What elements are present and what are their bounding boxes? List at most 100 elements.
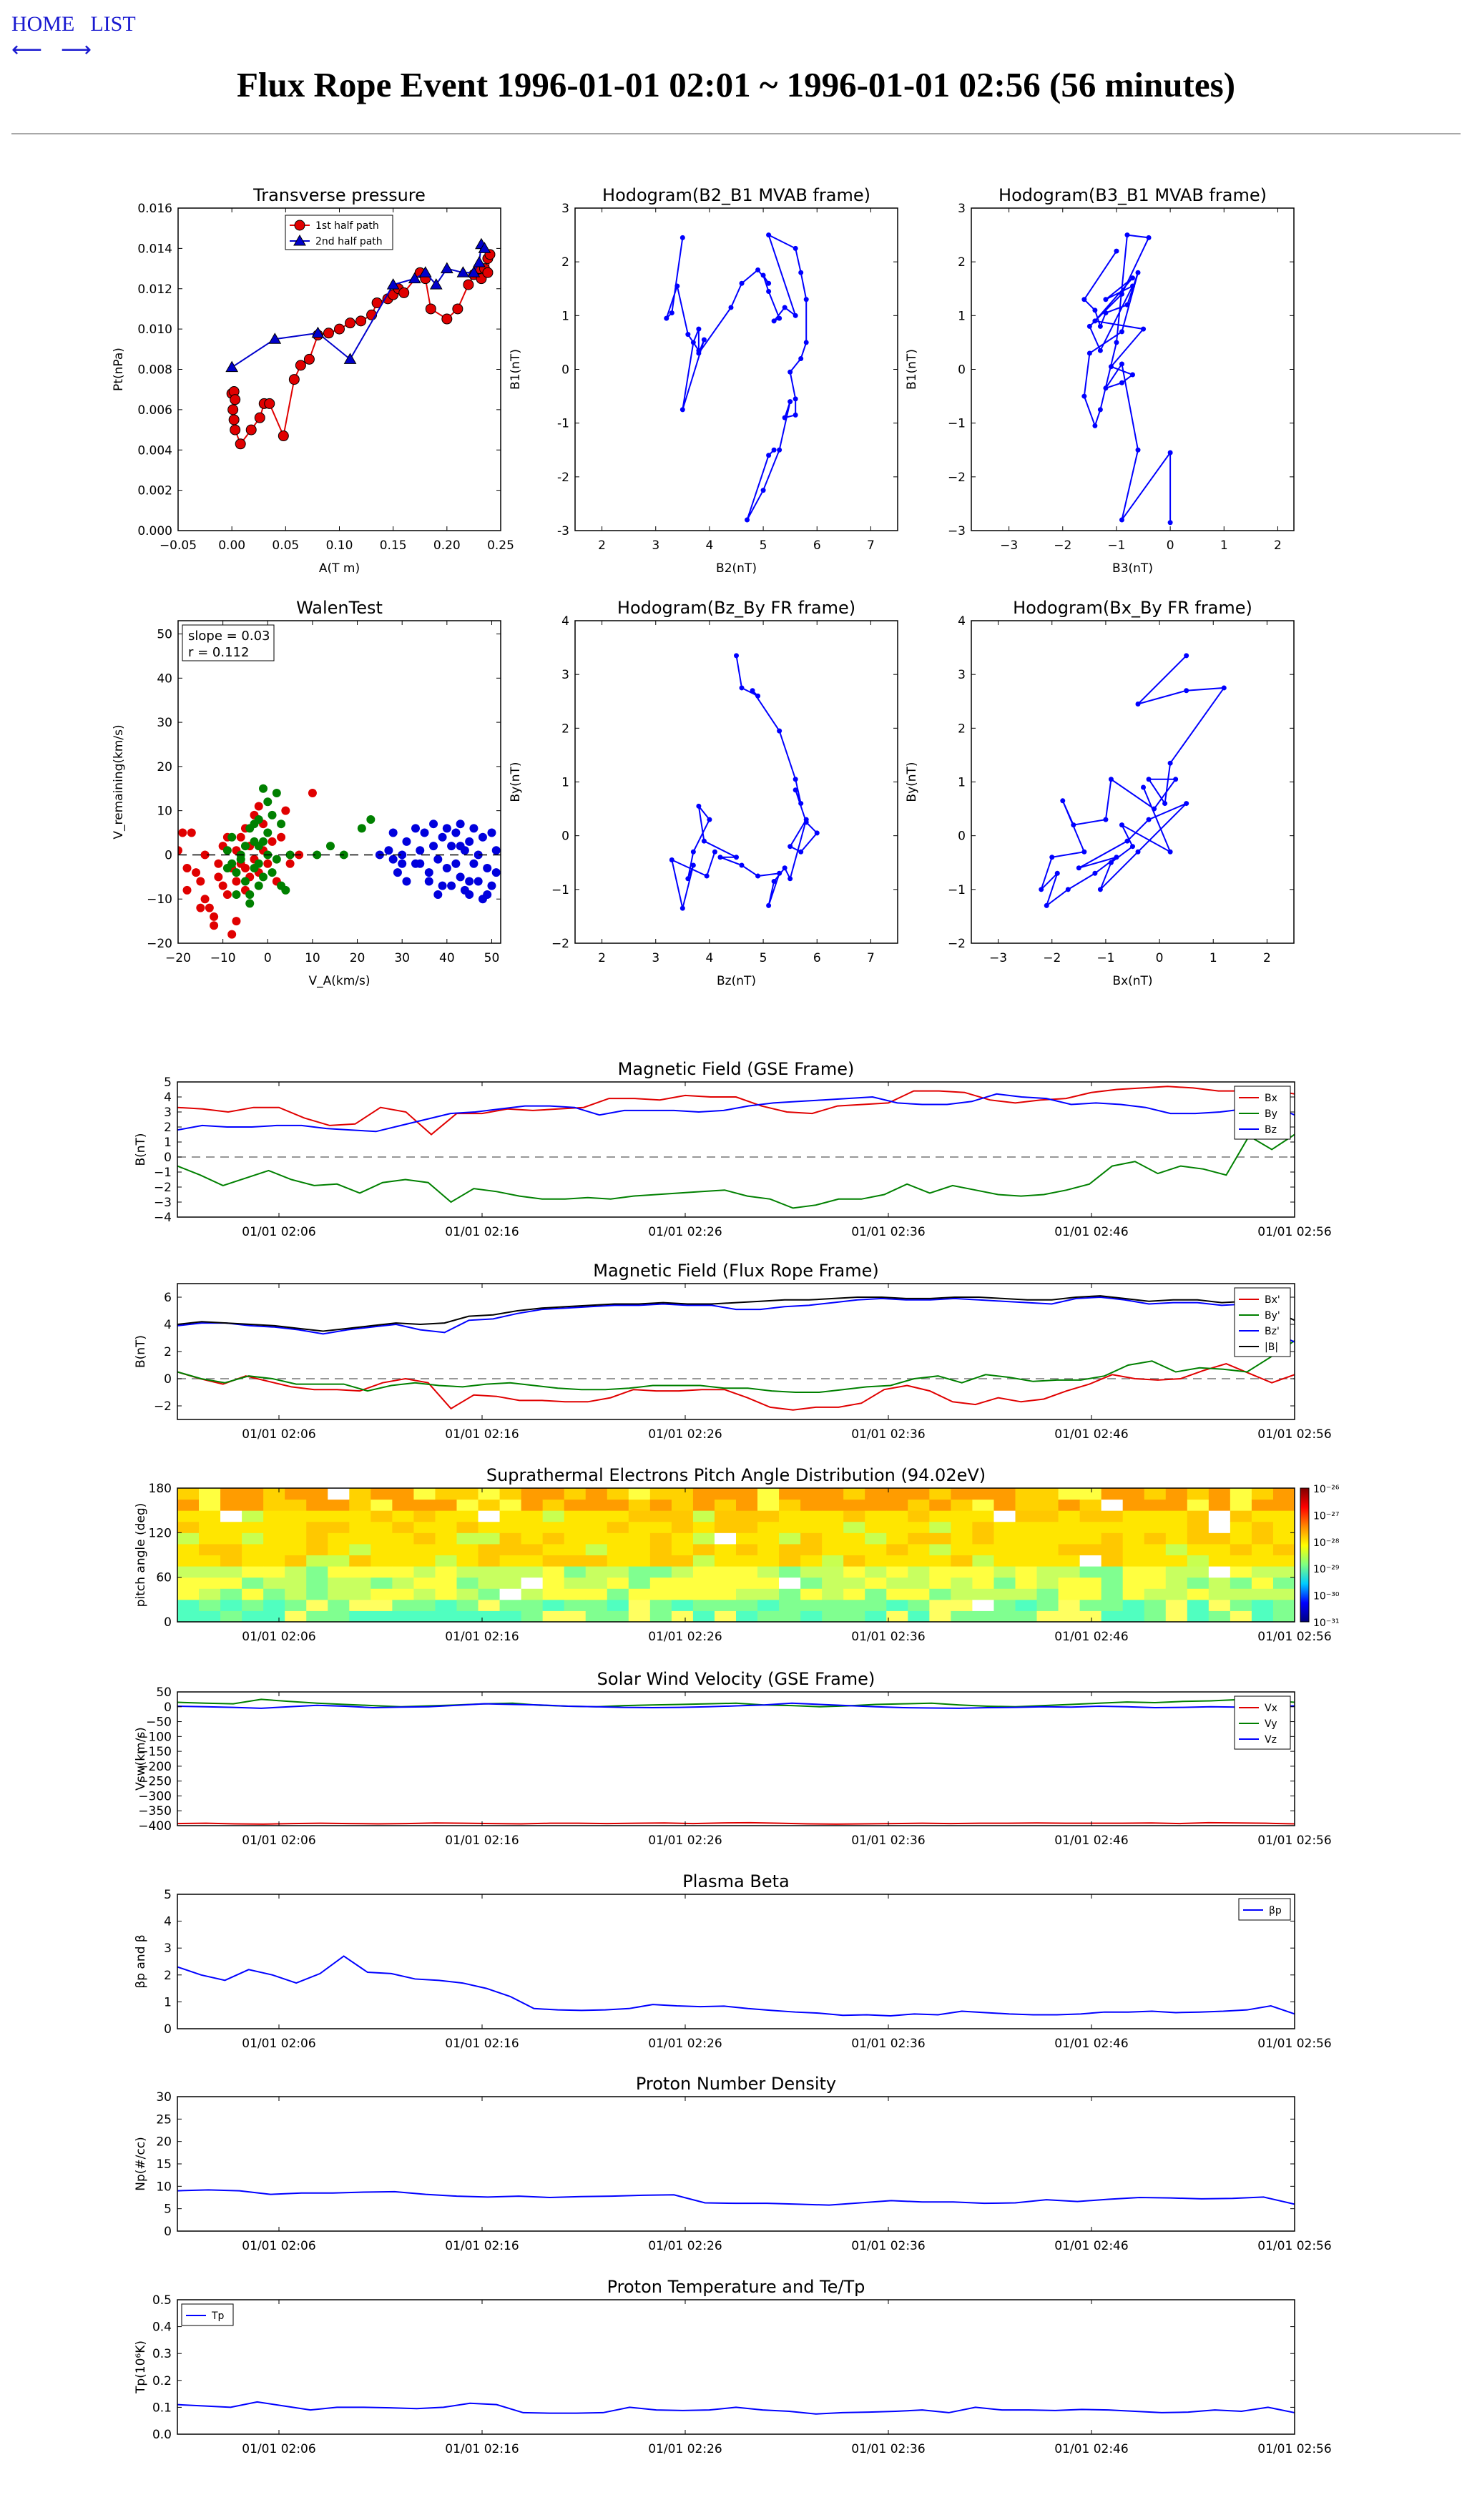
heatmap-cell bbox=[1015, 1588, 1038, 1600]
y-tick-label: 0.3 bbox=[152, 2347, 172, 2361]
heatmap-cell bbox=[306, 1610, 328, 1623]
heatmap-cell bbox=[607, 1588, 629, 1600]
heatmap-cell bbox=[1187, 1610, 1210, 1623]
series-line bbox=[177, 1698, 1295, 1708]
heatmap-cell bbox=[177, 1499, 200, 1511]
data-point bbox=[393, 868, 402, 877]
data-point bbox=[178, 828, 187, 837]
heatmap-cell bbox=[371, 1488, 393, 1500]
heatmap-cell bbox=[779, 1566, 801, 1578]
x-tick-label: 01/01 02:46 bbox=[1054, 2239, 1128, 2253]
y-tick-label: −300 bbox=[138, 1789, 172, 1803]
home-link[interactable]: HOME bbox=[11, 12, 75, 36]
heatmap-cell bbox=[692, 1499, 715, 1511]
heatmap-cell bbox=[714, 1488, 737, 1500]
x-tick-label: 01/01 02:16 bbox=[445, 1834, 519, 1848]
heatmap-cell bbox=[1187, 1566, 1210, 1578]
heatmap-cell bbox=[779, 1499, 801, 1511]
heatmap-cell bbox=[1079, 1488, 1102, 1500]
heatmap-cell bbox=[564, 1510, 587, 1522]
heatmap-cell bbox=[242, 1532, 264, 1545]
heatmap-cell bbox=[822, 1532, 844, 1545]
data-point bbox=[777, 447, 782, 453]
x-tick-label: 01/01 02:16 bbox=[445, 1427, 519, 1442]
data-point bbox=[268, 810, 277, 820]
heatmap-cell bbox=[993, 1510, 1016, 1522]
data-point bbox=[456, 820, 465, 829]
heatmap-cell bbox=[929, 1488, 951, 1500]
data-point bbox=[755, 693, 761, 699]
data-point bbox=[491, 868, 501, 877]
y-axis-label: B(nT) bbox=[134, 1335, 148, 1368]
y-tick-label: −3 bbox=[948, 524, 966, 538]
heatmap-cell bbox=[478, 1577, 501, 1589]
heatmap-cell bbox=[413, 1488, 436, 1500]
panel-tp: Transverse pressure −0.05 0.00 0.05 0.10 0.15… bbox=[112, 185, 514, 576]
heatmap-cell bbox=[306, 1532, 328, 1545]
list-link[interactable]: LIST bbox=[90, 12, 136, 36]
heatmap-cell bbox=[843, 1599, 865, 1611]
data-point bbox=[451, 859, 461, 868]
heatmap-cell bbox=[328, 1521, 350, 1533]
data-point bbox=[429, 842, 438, 851]
heatmap-cell bbox=[306, 1499, 328, 1511]
y-axis-label: Vsw(km/s) bbox=[134, 1727, 148, 1791]
heatmap-cell bbox=[671, 1532, 694, 1545]
data-point bbox=[1167, 450, 1173, 456]
panel-h31: Hodogram(B3_B1 MVAB frame) −3 −2 −1 0 1 2 −3 −2 −… bbox=[905, 185, 1295, 576]
heatmap-cell bbox=[1144, 1566, 1167, 1578]
series-line bbox=[177, 1093, 1295, 1133]
heatmap-cell bbox=[435, 1577, 457, 1589]
data-point bbox=[272, 855, 281, 864]
heatmap-cell bbox=[263, 1599, 285, 1611]
y-tick-label: 15 bbox=[156, 2157, 172, 2172]
heatmap-cell bbox=[628, 1577, 651, 1589]
heatmap-cell bbox=[564, 1488, 587, 1500]
series-line bbox=[1040, 655, 1226, 908]
heatmap-cell bbox=[628, 1499, 651, 1511]
heatmap-cell bbox=[263, 1521, 285, 1533]
heatmap-cell bbox=[908, 1610, 930, 1623]
heatmap-cell bbox=[993, 1543, 1016, 1555]
heatmap-cell bbox=[242, 1588, 264, 1600]
heatmap-cell bbox=[1230, 1577, 1252, 1589]
heatmap-cell bbox=[435, 1521, 457, 1533]
heatmap-cell bbox=[199, 1499, 221, 1511]
heatmap-cell bbox=[972, 1588, 994, 1600]
next-event-link[interactable]: ⟶ bbox=[61, 38, 92, 61]
data-point bbox=[438, 881, 447, 890]
data-point bbox=[1108, 364, 1114, 370]
prev-event-link[interactable]: ⟵ bbox=[11, 38, 43, 61]
heatmap-cell bbox=[1144, 1588, 1167, 1600]
data-point bbox=[263, 797, 273, 807]
heatmap-cell bbox=[1058, 1588, 1081, 1600]
heatmap-cell bbox=[736, 1555, 758, 1567]
y-tick-label: 0 bbox=[561, 830, 569, 844]
heatmap-cell bbox=[800, 1566, 823, 1578]
data-point bbox=[325, 842, 335, 851]
y-tick-label: −150 bbox=[138, 1745, 172, 1759]
plot-frame bbox=[177, 207, 501, 531]
heatmap-cell bbox=[1187, 1532, 1210, 1545]
x-tick-label: 4 bbox=[706, 951, 714, 965]
heatmap-cell bbox=[1144, 1499, 1167, 1511]
heatmap-cell bbox=[908, 1499, 930, 1511]
data-point bbox=[200, 895, 210, 904]
heatmap-cell bbox=[220, 1510, 242, 1522]
heatmap-cell bbox=[692, 1588, 715, 1600]
data-point bbox=[787, 369, 793, 375]
heatmap-cell bbox=[585, 1521, 608, 1533]
heatmap-cell bbox=[800, 1577, 823, 1589]
heatmap-cell bbox=[649, 1543, 672, 1555]
plot-frame bbox=[177, 1487, 1295, 1623]
heatmap-cell bbox=[177, 1543, 200, 1555]
x-tick-label: 0 bbox=[1167, 538, 1174, 553]
heatmap-cell bbox=[1058, 1521, 1081, 1533]
y-tick-label: 120 bbox=[149, 1526, 172, 1540]
heatmap-cell bbox=[542, 1555, 565, 1567]
heatmap-cell bbox=[1036, 1488, 1059, 1500]
x-tick-label: 10 bbox=[305, 951, 320, 965]
heatmap-cell bbox=[564, 1566, 587, 1578]
heatmap-cell bbox=[1058, 1510, 1081, 1522]
data-point bbox=[803, 340, 809, 345]
